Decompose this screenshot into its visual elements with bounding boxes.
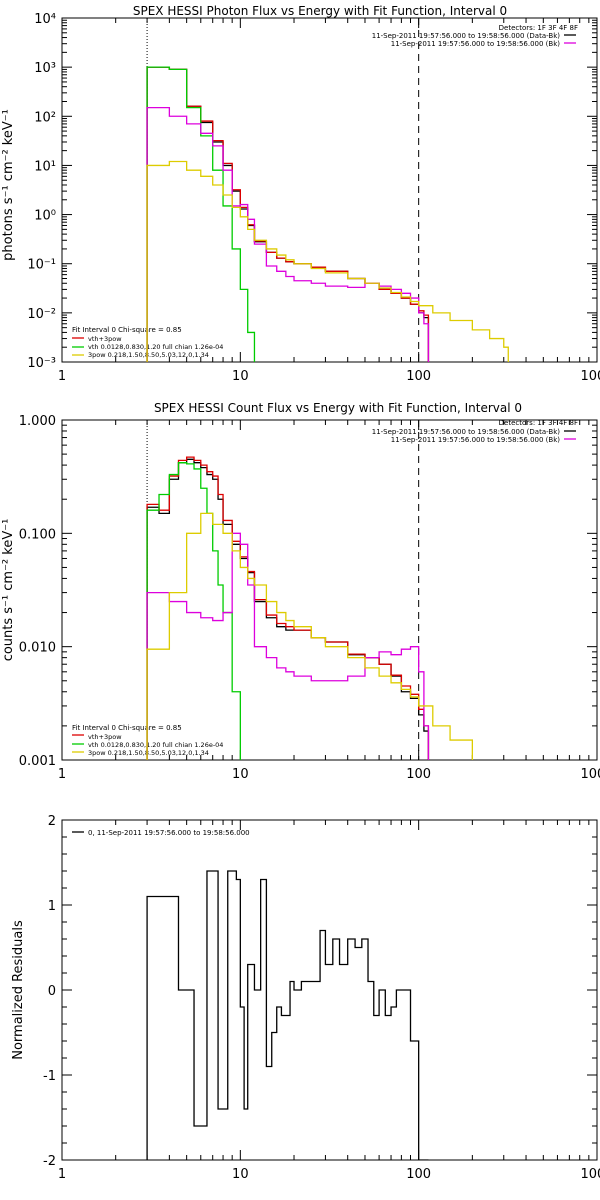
residuals-series-0 — [146, 870, 429, 1160]
residuals-ytick-label: 2 — [48, 814, 56, 829]
residuals-series-group — [146, 870, 429, 1160]
photon-series-0 — [146, 66, 430, 362]
count-ytick-label: 0.100 — [19, 527, 56, 542]
count-xtick-label: 10 — [232, 767, 249, 782]
count-xtick-label: 1000 — [580, 767, 600, 782]
photon-ytick-label: 10⁻³ — [27, 356, 56, 371]
count-ytick-label: 1.000 — [19, 414, 56, 429]
photon-ytick-label: 10⁴ — [34, 12, 56, 27]
count-flux-ylabel: counts s⁻¹ cm⁻² keV⁻¹ — [1, 519, 16, 662]
photon-flux-ylabel: photons s⁻¹ cm⁻² keV⁻¹ — [1, 109, 16, 261]
photon-fit-line-4: 3pow 0.218,1.50,8.50,5.03,12.0,1.34 — [88, 351, 209, 359]
residuals-panel: Normalized Residuals 0, 11-Sep-2011 19:5… — [11, 814, 600, 1182]
count-series-1 — [146, 456, 430, 760]
photon-series-2 — [146, 66, 260, 362]
photon-flux-title: SPEX HESSI Photon Flux vs Energy with Fi… — [133, 4, 507, 18]
photon-xtick-label: 10 — [232, 369, 249, 384]
photon-series-4 — [146, 160, 509, 362]
photon-header-line-2: 11-Sep-2011 19:57:56.000 to 19:58:56.000… — [372, 32, 561, 40]
count-fit-line-4: 3pow 0.218,1.50,8.50,5.03,12.0,1.34 — [88, 749, 209, 757]
photon-header-line-1: Detectors: 1F 3F 4F 8F — [499, 24, 578, 32]
photon-ytick-label: 10³ — [34, 61, 56, 76]
residuals-xtick-label: 1000 — [580, 1167, 600, 1182]
photon-xtick-label: 1000 — [580, 369, 600, 384]
photon-series-1 — [146, 66, 430, 362]
photon-fit-line-3: vth 0.0128,0.830,1.20 full chian 1.26e-0… — [88, 343, 223, 351]
photon-ytick-label: 10¹ — [34, 159, 56, 174]
photon-series-3 — [146, 106, 430, 362]
count-fit-line-3: vth 0.0128,0.830,1.20 full chian 1.26e-0… — [88, 741, 223, 749]
residuals-ylabel: Normalized Residuals — [11, 920, 26, 1060]
residuals-xtick-label: 1 — [58, 1167, 66, 1182]
count-header-line-2: 11-Sep-2011 19:57:56.000 to 19:58:56.000… — [372, 428, 561, 436]
photon-ytick-label: 10⁻² — [27, 307, 56, 322]
photon-plot-frame — [61, 17, 598, 363]
count-flux-title: SPEX HESSI Count Flux vs Energy with Fit… — [154, 401, 522, 415]
count-series-group — [146, 456, 478, 760]
photon-ytick-label: 10⁰ — [34, 209, 56, 224]
photon-series-group — [146, 66, 509, 362]
residuals-plot-frame — [61, 819, 598, 1161]
residuals-ytick-label: -2 — [43, 1154, 56, 1169]
residuals-xtick-label: 100 — [406, 1167, 431, 1182]
residuals-ytick-label: 1 — [48, 899, 56, 914]
count-fit-line-1: Fit Interval 0 Chi-square = 0.85 — [72, 724, 182, 732]
count-ytick-label: 0.001 — [19, 754, 56, 769]
count-series-4 — [146, 512, 478, 760]
count-xtick-label: 100 — [406, 767, 431, 782]
count-series-2 — [146, 462, 246, 760]
count-plot-frame — [61, 419, 598, 761]
photon-header-line-3: 11-Sep-2011 19:57:56.000 to 19:58:56.000… — [391, 40, 561, 48]
residuals-legend-label: 0, 11-Sep-2011 19:57:56.000 to 19:58:56.… — [88, 829, 250, 837]
count-xtick-label: 1 — [58, 767, 66, 782]
residuals-xtick-label: 10 — [232, 1167, 249, 1182]
photon-ytick-label: 10² — [34, 110, 56, 125]
count-ytick-label: 0.010 — [19, 641, 56, 656]
count-fit-line-2: vth+3pow — [88, 733, 122, 741]
count-header-line-3: 11-Sep-2011 19:57:56.000 to 19:58:56.000… — [391, 436, 561, 444]
residuals-ytick-label: -1 — [43, 1069, 56, 1084]
photon-flux-panel: SPEX HESSI Photon Flux vs Energy with Fi… — [1, 4, 600, 384]
count-series-0 — [146, 458, 430, 760]
residuals-ytick-label: 0 — [48, 984, 56, 999]
photon-fit-line-2: vth+3pow — [88, 335, 122, 343]
photon-xtick-label: 1 — [58, 369, 66, 384]
count-flux-panel: SPEX HESSI Count Flux vs Energy with Fit… — [1, 401, 600, 782]
photon-xtick-label: 100 — [406, 369, 431, 384]
count-header-line-1: Detectors: 1F 3F 4F 8F — [499, 419, 578, 427]
count-series-3 — [146, 532, 430, 760]
photon-ytick-label: 10⁻¹ — [27, 258, 56, 273]
photon-fit-line-1: Fit Interval 0 Chi-square = 0.85 — [72, 326, 182, 334]
